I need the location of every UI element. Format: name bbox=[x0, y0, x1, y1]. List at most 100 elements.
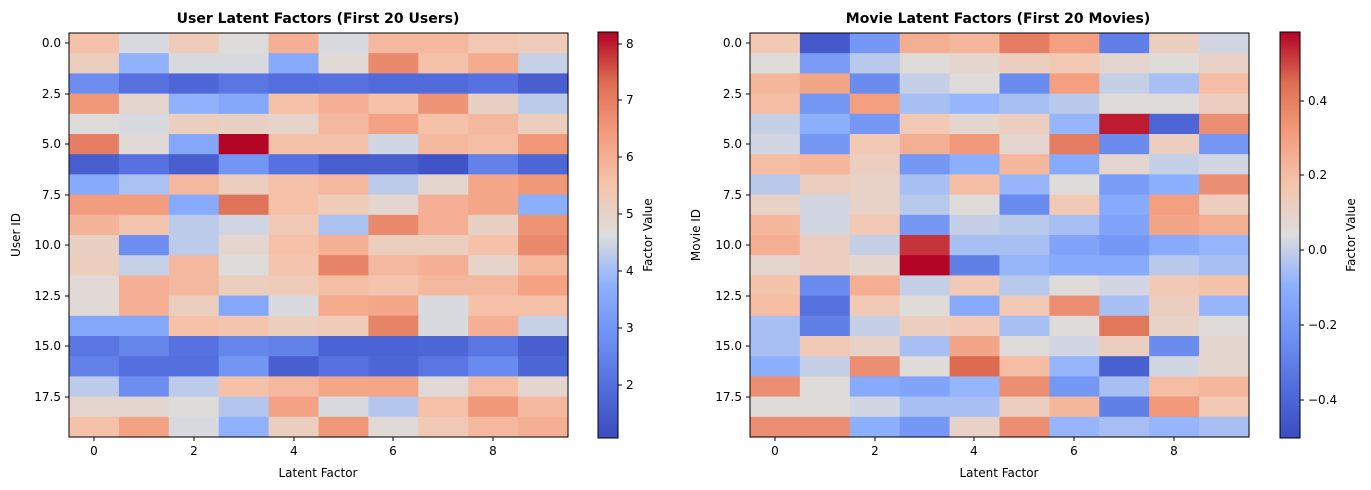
user-heatmap-cell bbox=[368, 194, 419, 216]
user-heatmap-cell bbox=[518, 255, 569, 276]
movie-heatmap-cell bbox=[750, 53, 801, 74]
movie-heatmap-cell bbox=[1149, 315, 1200, 337]
movie-heatmap-cell bbox=[799, 73, 851, 95]
movie-heatmap-cell bbox=[799, 295, 851, 317]
user-heatmap-cell bbox=[118, 275, 170, 297]
user-heatmap-cell bbox=[268, 416, 320, 438]
user-heatmap-cell bbox=[368, 356, 419, 377]
user-heatmap-cell bbox=[318, 295, 369, 317]
movie-heatmap-cell bbox=[849, 336, 901, 357]
user-heatmap-cell bbox=[368, 33, 419, 54]
movie-heatmap-cell bbox=[799, 93, 851, 115]
movie-heatmap-cell bbox=[849, 93, 901, 115]
movie-heatmap-cell bbox=[799, 194, 851, 216]
movie-y-axis: 0.0 2.5 5.0 7.5 10.0 12.5 15.0 17.5 Movi… bbox=[689, 36, 750, 404]
user-heatmap-cell bbox=[368, 396, 419, 418]
movie-heatmap-cell bbox=[899, 73, 951, 95]
user-heatmap-cell bbox=[218, 396, 270, 418]
movie-heatmap-cell bbox=[1199, 336, 1250, 357]
user-heatmap-cell bbox=[118, 113, 170, 135]
user-heatmap-cell bbox=[268, 376, 320, 398]
user-heatmap-cell bbox=[318, 396, 369, 418]
user-heatmap-cell bbox=[69, 275, 120, 297]
user-heatmap-cell bbox=[318, 73, 369, 95]
user-heatmap-cell bbox=[418, 315, 469, 337]
movie-heatmap-cell bbox=[999, 93, 1050, 115]
user-heatmap-cell bbox=[118, 255, 170, 276]
user-heatmap-cell bbox=[69, 356, 120, 377]
movie-heatmap-cell bbox=[1099, 214, 1150, 236]
movie-heatmap-cell bbox=[849, 33, 901, 54]
user-colorbar-tick-label: 8 bbox=[626, 37, 634, 51]
user-heatmap-cell bbox=[468, 255, 519, 276]
user-chart-title: User Latent Factors (First 20 Users) bbox=[177, 11, 460, 27]
user-heatmap-cell bbox=[518, 376, 569, 398]
user-y-tick-label: 5.0 bbox=[42, 137, 61, 151]
movie-heatmap-cell bbox=[1099, 376, 1150, 398]
user-heatmap-cell bbox=[118, 73, 170, 95]
user-heatmap-cell bbox=[518, 53, 569, 74]
movie-heatmap-cell bbox=[849, 255, 901, 276]
movie-heatmap-cell bbox=[1049, 356, 1100, 377]
user-heatmap-cell bbox=[268, 73, 320, 95]
movie-heatmap-cell bbox=[899, 194, 951, 216]
movie-y-tick-label: 17.5 bbox=[715, 390, 742, 404]
user-heatmap-cell bbox=[218, 174, 270, 196]
movie-heatmap-cell bbox=[949, 275, 1001, 297]
movie-heatmap-cell bbox=[750, 275, 801, 297]
user-heatmap-cell bbox=[168, 255, 220, 276]
user-heatmap-cell bbox=[518, 174, 569, 196]
user-heatmap-cell bbox=[268, 315, 320, 337]
movie-heatmap-cell bbox=[1149, 235, 1200, 256]
movie-heatmap-cell bbox=[1049, 416, 1100, 438]
user-heatmap-cell bbox=[168, 73, 220, 95]
movie-x-tick-label: 6 bbox=[1070, 444, 1078, 458]
user-heatmap-cell bbox=[318, 275, 369, 297]
movie-heatmap-cell bbox=[899, 53, 951, 74]
user-heatmap-cell bbox=[318, 376, 369, 398]
user-heatmap-cell bbox=[69, 53, 120, 74]
user-heatmap-cell bbox=[468, 396, 519, 418]
movie-heatmap-cell bbox=[949, 356, 1001, 377]
movie-heatmap-cell bbox=[1149, 214, 1200, 236]
movie-heatmap-cell bbox=[999, 174, 1050, 196]
movie-heatmap-cell bbox=[1149, 113, 1200, 135]
user-heatmap-cell bbox=[168, 93, 220, 115]
movie-heatmap-cell bbox=[1099, 255, 1150, 276]
user-y-tick-label: 10.0 bbox=[34, 238, 61, 252]
user-heatmap-cell bbox=[468, 33, 519, 54]
user-x-tick-label: 8 bbox=[489, 444, 497, 458]
movie-heatmap-cell bbox=[949, 255, 1001, 276]
user-x-tick-label: 0 bbox=[90, 444, 98, 458]
user-colorbar-tick-label: 6 bbox=[626, 150, 634, 164]
user-heatmap-cell bbox=[518, 235, 569, 256]
user-heatmap-cell bbox=[268, 134, 320, 155]
movie-heatmap-cell bbox=[1049, 194, 1100, 216]
user-heatmap-cell bbox=[468, 376, 519, 398]
user-heatmap-cell bbox=[168, 235, 220, 256]
movie-y-tick-label: 7.5 bbox=[723, 188, 742, 202]
user-heatmap-cell bbox=[69, 194, 120, 216]
movie-heatmap-cell bbox=[1149, 416, 1200, 438]
user-heatmap-cell bbox=[468, 356, 519, 377]
movie-heatmap-cell bbox=[849, 396, 901, 418]
user-heatmap-cell bbox=[318, 93, 369, 115]
movie-x-axis-label: Latent Factor bbox=[960, 466, 1039, 480]
user-heatmap-cell bbox=[268, 93, 320, 115]
movie-heatmap-cell bbox=[1199, 53, 1250, 74]
user-heatmap-cell bbox=[218, 376, 270, 398]
movie-heatmap-cell bbox=[999, 315, 1050, 337]
user-heatmap-cell bbox=[468, 275, 519, 297]
movie-heatmap-cell bbox=[999, 376, 1050, 398]
user-heatmap-cell bbox=[368, 73, 419, 95]
movie-heatmap-cell bbox=[1199, 376, 1250, 398]
movie-heatmap-cell bbox=[799, 416, 851, 438]
movie-heatmap-cell bbox=[1099, 53, 1150, 74]
movie-heatmap-cell bbox=[899, 356, 951, 377]
movie-heatmap-cell bbox=[1049, 295, 1100, 317]
user-heatmap-cell bbox=[218, 235, 270, 256]
user-heatmap-cell bbox=[418, 356, 469, 377]
user-heatmap-cell bbox=[418, 73, 469, 95]
movie-heatmap-cell bbox=[899, 113, 951, 135]
user-heatmap-cell bbox=[318, 214, 369, 236]
